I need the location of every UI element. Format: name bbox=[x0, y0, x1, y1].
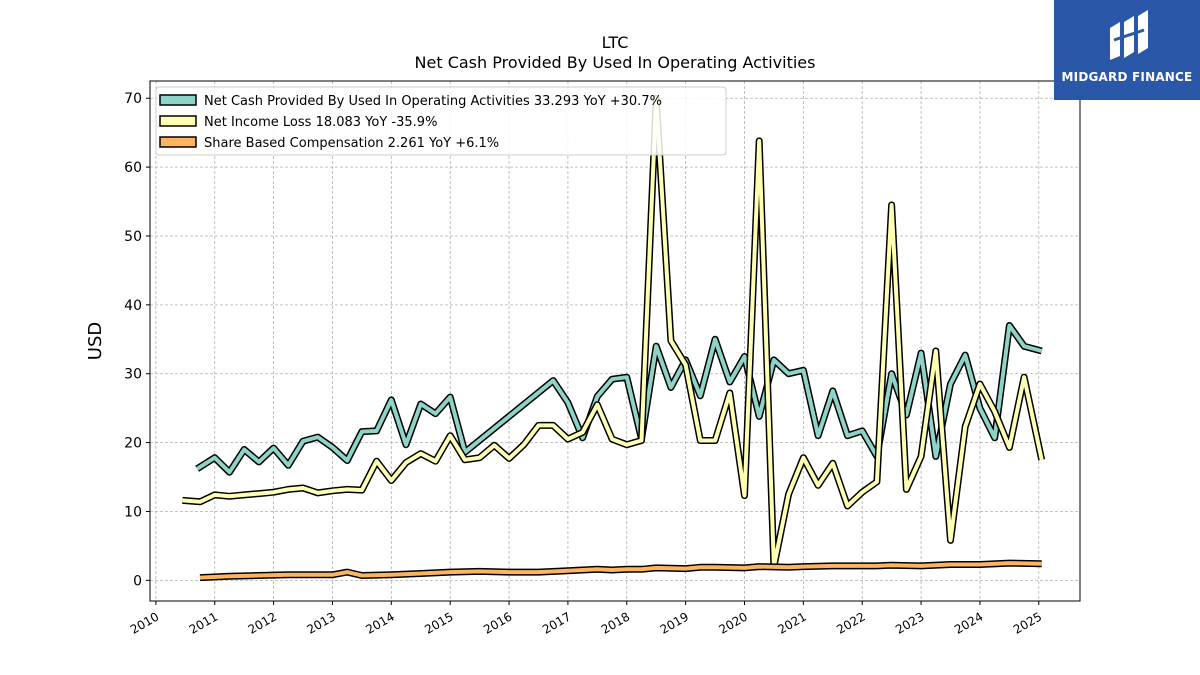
x-axis: 2010 2011 2012 2013 2014 2015 2016 2017 2018 2019… bbox=[128, 601, 1044, 637]
x-tick-label: 2024 bbox=[952, 609, 985, 636]
x-tick-label: 2016 bbox=[481, 609, 514, 636]
series-line-outline bbox=[182, 94, 1046, 571]
series-line bbox=[196, 323, 1043, 475]
x-tick-label: 2010 bbox=[128, 609, 161, 636]
series-line bbox=[182, 96, 1044, 569]
x-tick-label: 2019 bbox=[658, 609, 691, 636]
plot-frame bbox=[149, 80, 1081, 602]
legend-entry: Share Based Compensation 2.261 YoY +6.1% bbox=[204, 136, 499, 151]
y-tick-label: 70 bbox=[124, 91, 142, 107]
y-tick-label: 40 bbox=[124, 298, 142, 314]
y-tick-label: 50 bbox=[124, 229, 142, 245]
chart-title: LTC bbox=[602, 33, 629, 52]
y-tick-label: 60 bbox=[124, 160, 142, 176]
x-tick-label: 2018 bbox=[599, 609, 632, 636]
x-tick-label: 2021 bbox=[775, 609, 808, 636]
series-layer bbox=[182, 94, 1046, 582]
legend-entry: Net Income Loss 18.083 YoY -35.9% bbox=[204, 115, 437, 130]
legend-swatch bbox=[159, 94, 197, 106]
y-tick-label: 0 bbox=[133, 573, 142, 589]
y-axis: 0 10 20 30 40 50 60 70 bbox=[124, 91, 150, 589]
legend-entry: Net Cash Provided By Used In Operating A… bbox=[204, 94, 662, 109]
y-axis-label: USD bbox=[85, 322, 106, 360]
legend: Net Cash Provided By Used In Operating A… bbox=[155, 86, 727, 156]
series-line-outline bbox=[195, 322, 1043, 476]
logo-text: MIDGARD FINANCE bbox=[1061, 70, 1193, 84]
legend-swatch bbox=[159, 115, 197, 127]
x-tick-label: 2022 bbox=[834, 609, 867, 636]
x-tick-label: 2013 bbox=[305, 609, 338, 636]
x-tick-label: 2011 bbox=[187, 609, 220, 636]
x-tick-label: 2012 bbox=[246, 609, 279, 636]
series-2 bbox=[199, 559, 1042, 582]
y-tick-label: 20 bbox=[124, 436, 142, 452]
y-tick-label: 10 bbox=[124, 504, 142, 520]
series-line bbox=[199, 561, 1042, 580]
legend-box bbox=[155, 86, 727, 156]
x-tick-label: 2020 bbox=[717, 609, 750, 636]
legend-swatch bbox=[159, 136, 197, 148]
x-tick-label: 2023 bbox=[893, 609, 926, 636]
y-tick-label: 30 bbox=[124, 367, 142, 383]
x-tick-label: 2025 bbox=[1011, 609, 1044, 636]
grid-lines bbox=[150, 81, 1080, 601]
brand-logo: MIDGARD FINANCE bbox=[1054, 0, 1200, 100]
x-tick-label: 2017 bbox=[540, 609, 573, 636]
series-1 bbox=[182, 94, 1046, 571]
x-tick-label: 2014 bbox=[363, 609, 396, 636]
series-0 bbox=[195, 322, 1043, 476]
x-tick-label: 2015 bbox=[422, 609, 455, 636]
chart-subtitle: Net Cash Provided By Used In Operating A… bbox=[415, 53, 816, 72]
logo-mark-icon bbox=[1110, 10, 1148, 60]
